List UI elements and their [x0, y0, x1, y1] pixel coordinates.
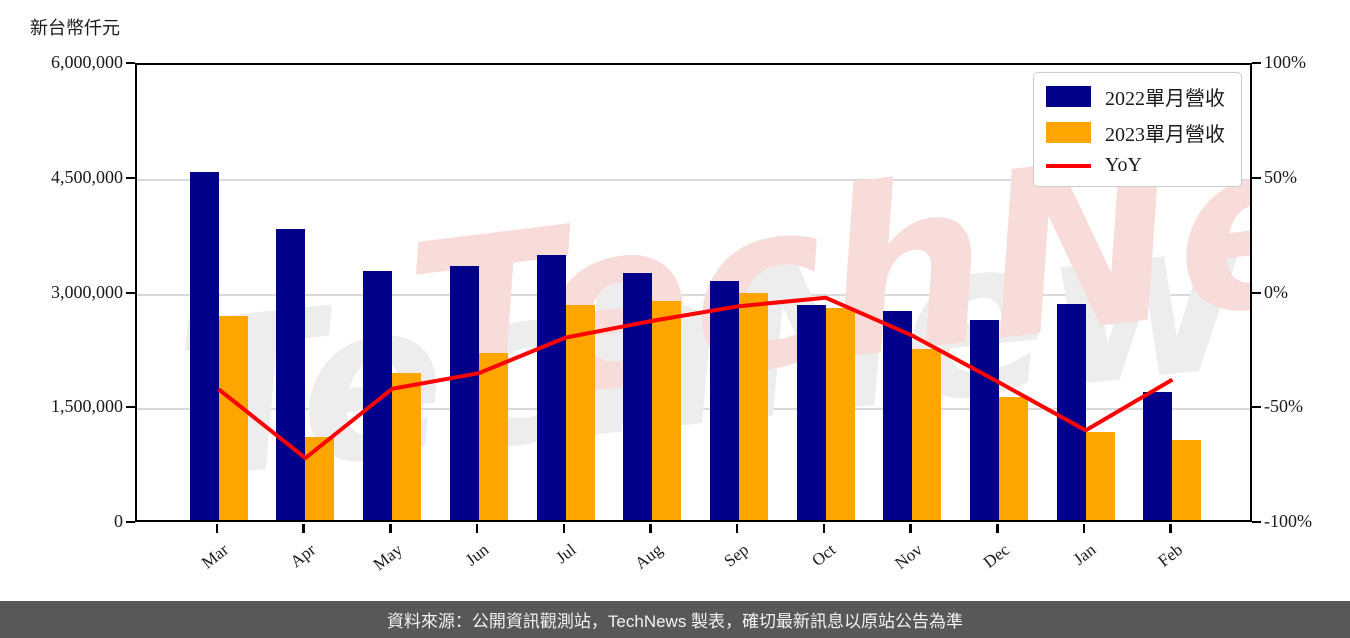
x-tick-mark — [649, 524, 652, 533]
right-tick-label: 50% — [1264, 166, 1297, 187]
x-tick-label-apr: Apr — [286, 540, 320, 572]
x-tick-label-may: May — [369, 540, 406, 575]
left-tick-mark — [126, 521, 135, 523]
right-tick-mark — [1252, 521, 1261, 523]
x-tick-label-jan: Jan — [1069, 540, 1100, 569]
bar-2022-Dec — [970, 320, 999, 520]
legend: 2022單月營收 2023單月營收 YoY — [1033, 72, 1242, 187]
bar-2023-Aug — [652, 301, 682, 520]
bar-2022-May — [363, 270, 393, 520]
bar-2023-Jun — [478, 353, 508, 520]
bar-2023-Feb — [1172, 439, 1202, 520]
bar-2023-May — [392, 373, 422, 520]
left-tick-mark — [126, 62, 135, 64]
yoy-line — [217, 295, 1174, 461]
x-tick-label-mar: Mar — [198, 540, 233, 573]
bar-2022-Mar — [189, 171, 219, 520]
legend-line-yoy — [1046, 163, 1091, 168]
bar-2023-Jul — [565, 305, 595, 520]
x-tick-mark — [1082, 524, 1086, 533]
right-tick-label: 0% — [1264, 281, 1288, 302]
right-tick-label: -100% — [1264, 511, 1312, 531]
bar-2022-Jan — [1056, 304, 1086, 520]
bar-2022-Oct — [796, 305, 826, 520]
source-caption-bar: 資料來源：公開資訊觀測站，TechNews 製表，確切最新訊息以原站公告為準 — [0, 601, 1350, 638]
x-tick-mark — [562, 524, 565, 533]
legend-label-2023: 2023單月營收 — [1105, 124, 1225, 146]
x-tick-label-sep: Sep — [720, 540, 753, 571]
left-tick-mark — [126, 406, 135, 409]
x-tick-mark — [1169, 524, 1172, 533]
bar-2023-Oct — [825, 308, 855, 520]
legend-item-2023: 2023單月營收 — [1046, 118, 1225, 147]
bar-2022-Nov — [883, 311, 913, 520]
x-tick-mark — [475, 524, 479, 533]
right-tick-mark — [1252, 62, 1261, 64]
right-tick-mark — [1252, 406, 1261, 409]
bar-2022-Apr — [276, 229, 306, 520]
x-tick-mark — [735, 524, 739, 533]
bar-2022-Aug — [623, 272, 653, 520]
x-tick-label-aug: Aug — [631, 540, 666, 573]
x-tick-label-jul: Jul — [551, 540, 580, 568]
left-tick-label: 6,000,000 — [51, 52, 123, 72]
legend-item-2022: 2022單月營收 — [1046, 82, 1225, 111]
x-tick-mark — [996, 524, 999, 533]
right-tick-label: -50% — [1264, 396, 1303, 417]
bar-2023-Jan — [1085, 432, 1115, 520]
bar-2022-Jul — [536, 255, 566, 520]
bar-2023-Apr — [305, 436, 335, 520]
gridline — [137, 293, 1250, 296]
right-tick-mark — [1252, 291, 1261, 294]
legend-item-yoy: YoY — [1046, 154, 1225, 177]
bar-2022-Feb — [1143, 392, 1173, 520]
y-axis-unit-label: 新台幣仟元 — [30, 18, 120, 38]
left-tick-label: 1,500,000 — [51, 396, 123, 417]
legend-label-2022: 2022單月營收 — [1105, 88, 1225, 110]
bar-2023-Mar — [218, 315, 248, 520]
x-tick-mark — [215, 524, 219, 533]
plot-area: TechNews TechNews 2022單月營收 2023單月營收 YoY — [135, 63, 1252, 522]
left-tick-mark — [126, 176, 135, 179]
left-tick-label: 4,500,000 — [51, 166, 123, 187]
bar-2023-Dec — [999, 396, 1028, 520]
x-tick-mark — [822, 524, 826, 533]
legend-swatch-2023 — [1046, 122, 1091, 143]
left-tick-label: 3,000,000 — [51, 281, 123, 302]
x-tick-label-dec: Dec — [979, 540, 1013, 572]
x-tick-label-oct: Oct — [808, 540, 840, 571]
right-tick-label: 100% — [1264, 52, 1306, 72]
left-tick-label: 0 — [114, 511, 123, 531]
x-tick-mark — [909, 524, 912, 533]
yoy-line-layer — [217, 295, 1174, 461]
bar-2022-Sep — [709, 280, 739, 520]
x-tick-label-feb: Feb — [1154, 540, 1187, 571]
source-caption: 資料來源：公開資訊觀測站，TechNews 製表，確切最新訊息以原站公告為準 — [386, 612, 964, 631]
right-tick-mark — [1252, 176, 1261, 179]
x-tick-mark — [389, 524, 392, 533]
left-tick-mark — [126, 291, 135, 294]
legend-label-yoy: YoY — [1105, 154, 1142, 176]
x-tick-label-jun: Jun — [462, 540, 493, 570]
bar-2022-Jun — [449, 266, 479, 520]
bar-2023-Nov — [912, 348, 942, 520]
x-tick-mark — [302, 524, 305, 533]
x-tick-label-nov: Nov — [891, 540, 926, 573]
bar-2023-Sep — [738, 292, 768, 520]
gridline — [137, 178, 1250, 181]
gridline — [137, 408, 1250, 411]
legend-swatch-2022 — [1046, 86, 1091, 107]
